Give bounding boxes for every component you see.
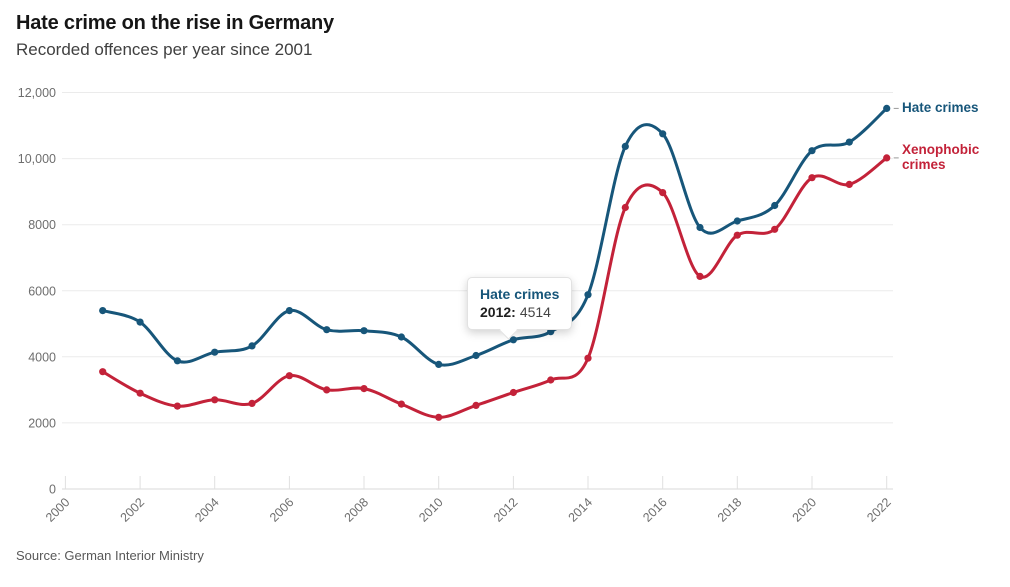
x-tick-label: 2018 [715, 495, 745, 525]
data-point-xeno-2003[interactable] [173, 402, 181, 410]
x-tick-label: 2008 [342, 495, 372, 525]
data-point-hate-2014[interactable] [584, 291, 592, 299]
data-point-xeno-2013[interactable] [547, 376, 555, 384]
data-point-hate-2009[interactable] [397, 333, 405, 341]
x-tick-label: 2002 [118, 495, 148, 525]
data-point-xeno-2012[interactable] [509, 388, 517, 397]
x-tick-label: 2000 [43, 495, 73, 525]
tooltip-year: 2012: [480, 304, 516, 320]
data-point-hate-2011[interactable] [472, 351, 480, 360]
data-point-xeno-2019[interactable] [771, 225, 779, 233]
data-point-hate-2012[interactable] [509, 336, 517, 344]
data-point-xeno-2018[interactable] [733, 231, 741, 239]
page-title: Hate crime on the rise in Germany [16, 12, 334, 34]
data-point-hate-2006[interactable] [285, 307, 293, 315]
data-point-xeno-2004[interactable] [211, 396, 219, 404]
x-tick-label: 2006 [267, 495, 297, 525]
data-point-hate-2019[interactable] [771, 201, 779, 210]
x-tick-label: 2022 [864, 495, 894, 525]
data-point-xeno-2002[interactable] [136, 389, 144, 397]
source-attribution: Source: German Interior Ministry [16, 548, 204, 563]
x-tick-label: 2012 [491, 495, 521, 525]
data-point-hate-2007[interactable] [323, 326, 331, 334]
y-tick-label: 0 [49, 483, 56, 497]
data-point-xeno-2022[interactable] [883, 154, 891, 162]
data-point-xeno-2020[interactable] [808, 174, 816, 182]
y-tick-label: 6000 [28, 284, 56, 298]
data-point-hate-2021[interactable] [845, 138, 853, 146]
data-point-hate-2020[interactable] [808, 147, 816, 155]
series-label-hate-crimes: Hate crimes [902, 100, 979, 115]
data-point-hate-2018[interactable] [733, 217, 741, 225]
data-point-xeno-2010[interactable] [435, 413, 443, 421]
y-tick-label: 12,000 [18, 86, 56, 100]
data-point-xeno-2011[interactable] [472, 401, 480, 409]
tooltip-value: 4514 [519, 304, 551, 320]
x-tick-label: 2004 [192, 495, 222, 525]
data-point-xeno-2007[interactable] [323, 386, 331, 394]
data-point-hate-2003[interactable] [173, 357, 181, 365]
y-tick-label: 10,000 [18, 152, 56, 166]
data-point-xeno-2021[interactable] [845, 180, 853, 188]
data-point-xeno-2017[interactable] [696, 272, 704, 280]
tooltip: Hate crimes 2012: 4514 [467, 277, 573, 340]
data-point-xeno-2006[interactable] [285, 372, 293, 380]
x-tick-label: 2010 [416, 495, 446, 525]
x-tick-label: 2020 [790, 495, 820, 525]
data-point-xeno-2008[interactable] [360, 385, 368, 393]
data-point-hate-2010[interactable] [435, 360, 443, 368]
y-tick-label: 8000 [28, 218, 56, 232]
data-point-xeno-2015[interactable] [621, 203, 629, 212]
data-point-hate-2004[interactable] [211, 348, 219, 356]
data-point-xeno-2009[interactable] [397, 400, 405, 408]
data-point-xeno-2016[interactable] [659, 189, 667, 197]
y-tick-label: 2000 [28, 416, 56, 430]
data-point-xeno-2005[interactable] [248, 399, 256, 407]
data-point-hate-2016[interactable] [659, 130, 667, 138]
tooltip-value-row: 2012: 4514 [480, 304, 559, 320]
data-point-hate-2001[interactable] [99, 307, 107, 315]
data-point-hate-2022[interactable] [883, 104, 891, 112]
data-point-hate-2005[interactable] [248, 342, 256, 350]
tooltip-series-name: Hate crimes [480, 286, 560, 302]
data-point-hate-2008[interactable] [360, 327, 368, 335]
x-tick-label: 2014 [566, 495, 596, 525]
y-tick-label: 4000 [28, 350, 56, 364]
data-point-xeno-2014[interactable] [584, 354, 592, 362]
data-point-xeno-2001[interactable] [99, 368, 107, 376]
data-point-hate-2002[interactable] [136, 318, 144, 326]
data-point-hate-2017[interactable] [696, 223, 704, 232]
data-point-hate-2015[interactable] [621, 142, 629, 150]
x-tick-label: 2016 [640, 495, 670, 525]
chart-subtitle: Recorded offences per year since 2001 [16, 40, 313, 59]
series-label-xenophobic-crimes: Xenophobic crimes [902, 142, 980, 172]
